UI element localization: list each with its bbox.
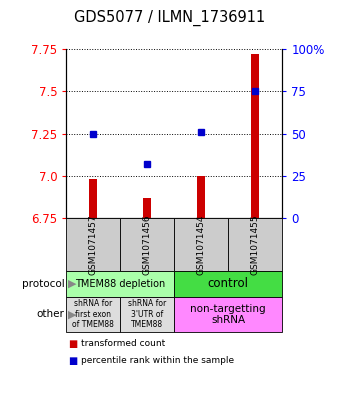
Text: other: other (37, 309, 65, 320)
Text: transformed count: transformed count (81, 339, 165, 348)
Text: GSM1071455: GSM1071455 (251, 214, 260, 275)
Text: ▶: ▶ (68, 279, 76, 289)
Text: GSM1071457: GSM1071457 (89, 214, 98, 275)
Bar (89, 179, 97, 218)
Text: ■: ■ (68, 339, 77, 349)
Text: protocol: protocol (22, 279, 65, 289)
Text: GSM1071456: GSM1071456 (143, 214, 152, 275)
Bar (251, 54, 259, 218)
Text: percentile rank within the sample: percentile rank within the sample (81, 356, 234, 365)
Text: shRNA for
3'UTR of
TMEM88: shRNA for 3'UTR of TMEM88 (128, 299, 166, 329)
Text: ▶: ▶ (68, 309, 76, 320)
Text: non-targetting
shRNA: non-targetting shRNA (190, 304, 266, 325)
Text: shRNA for
first exon
of TMEM88: shRNA for first exon of TMEM88 (72, 299, 114, 329)
Bar (143, 198, 151, 218)
Text: GSM1071454: GSM1071454 (197, 215, 206, 275)
Bar (197, 176, 205, 218)
Text: ■: ■ (68, 356, 77, 365)
Text: control: control (208, 277, 249, 290)
Text: GDS5077 / ILMN_1736911: GDS5077 / ILMN_1736911 (74, 9, 266, 26)
Text: TMEM88 depletion: TMEM88 depletion (75, 279, 165, 289)
